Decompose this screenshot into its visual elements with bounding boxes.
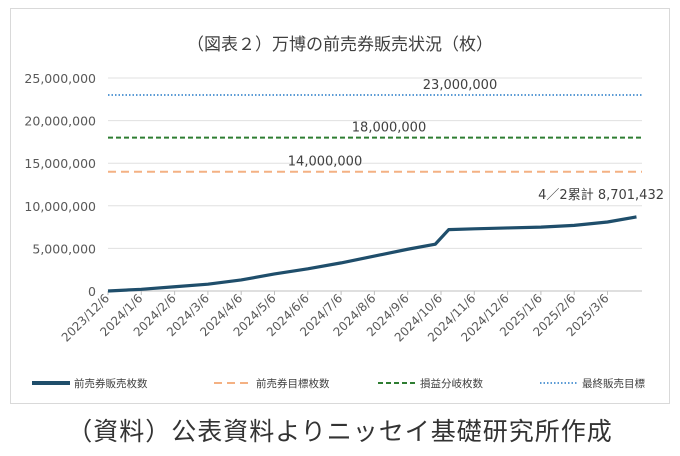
- chart-title: （図表２）万博の前売券販売状況（枚）: [187, 35, 493, 55]
- legend-label: 損益分岐枚数: [420, 377, 483, 390]
- sales-line: [107, 215, 637, 293]
- y-tick-label: 5,000,000: [32, 241, 96, 256]
- y-tick-label: 25,000,000: [24, 71, 96, 86]
- legend-label: 前売券販売枚数: [74, 377, 148, 390]
- y-tick-label: 0: [88, 284, 96, 299]
- annotation-23m: 23,000,000: [423, 78, 497, 93]
- chart: （図表２）万博の前売券販売状況（枚） 0 5,000,000 10,000,000 15…: [24, 35, 664, 390]
- y-tick-label: 20,000,000: [24, 114, 96, 129]
- y-tick-label: 15,000,000: [24, 156, 96, 171]
- annotation-latest: 4／2累計 8,701,432: [538, 187, 664, 203]
- y-tick-label: 10,000,000: [24, 199, 96, 214]
- annotation-18m: 18,000,000: [352, 121, 426, 136]
- legend-label: 最終販売目標: [582, 377, 645, 390]
- legend-label: 前売券目標枚数: [256, 377, 330, 390]
- source-caption: （資料）公表資料よりニッセイ基礎研究所作成: [67, 417, 613, 446]
- annotation-14m: 14,000,000: [288, 155, 362, 170]
